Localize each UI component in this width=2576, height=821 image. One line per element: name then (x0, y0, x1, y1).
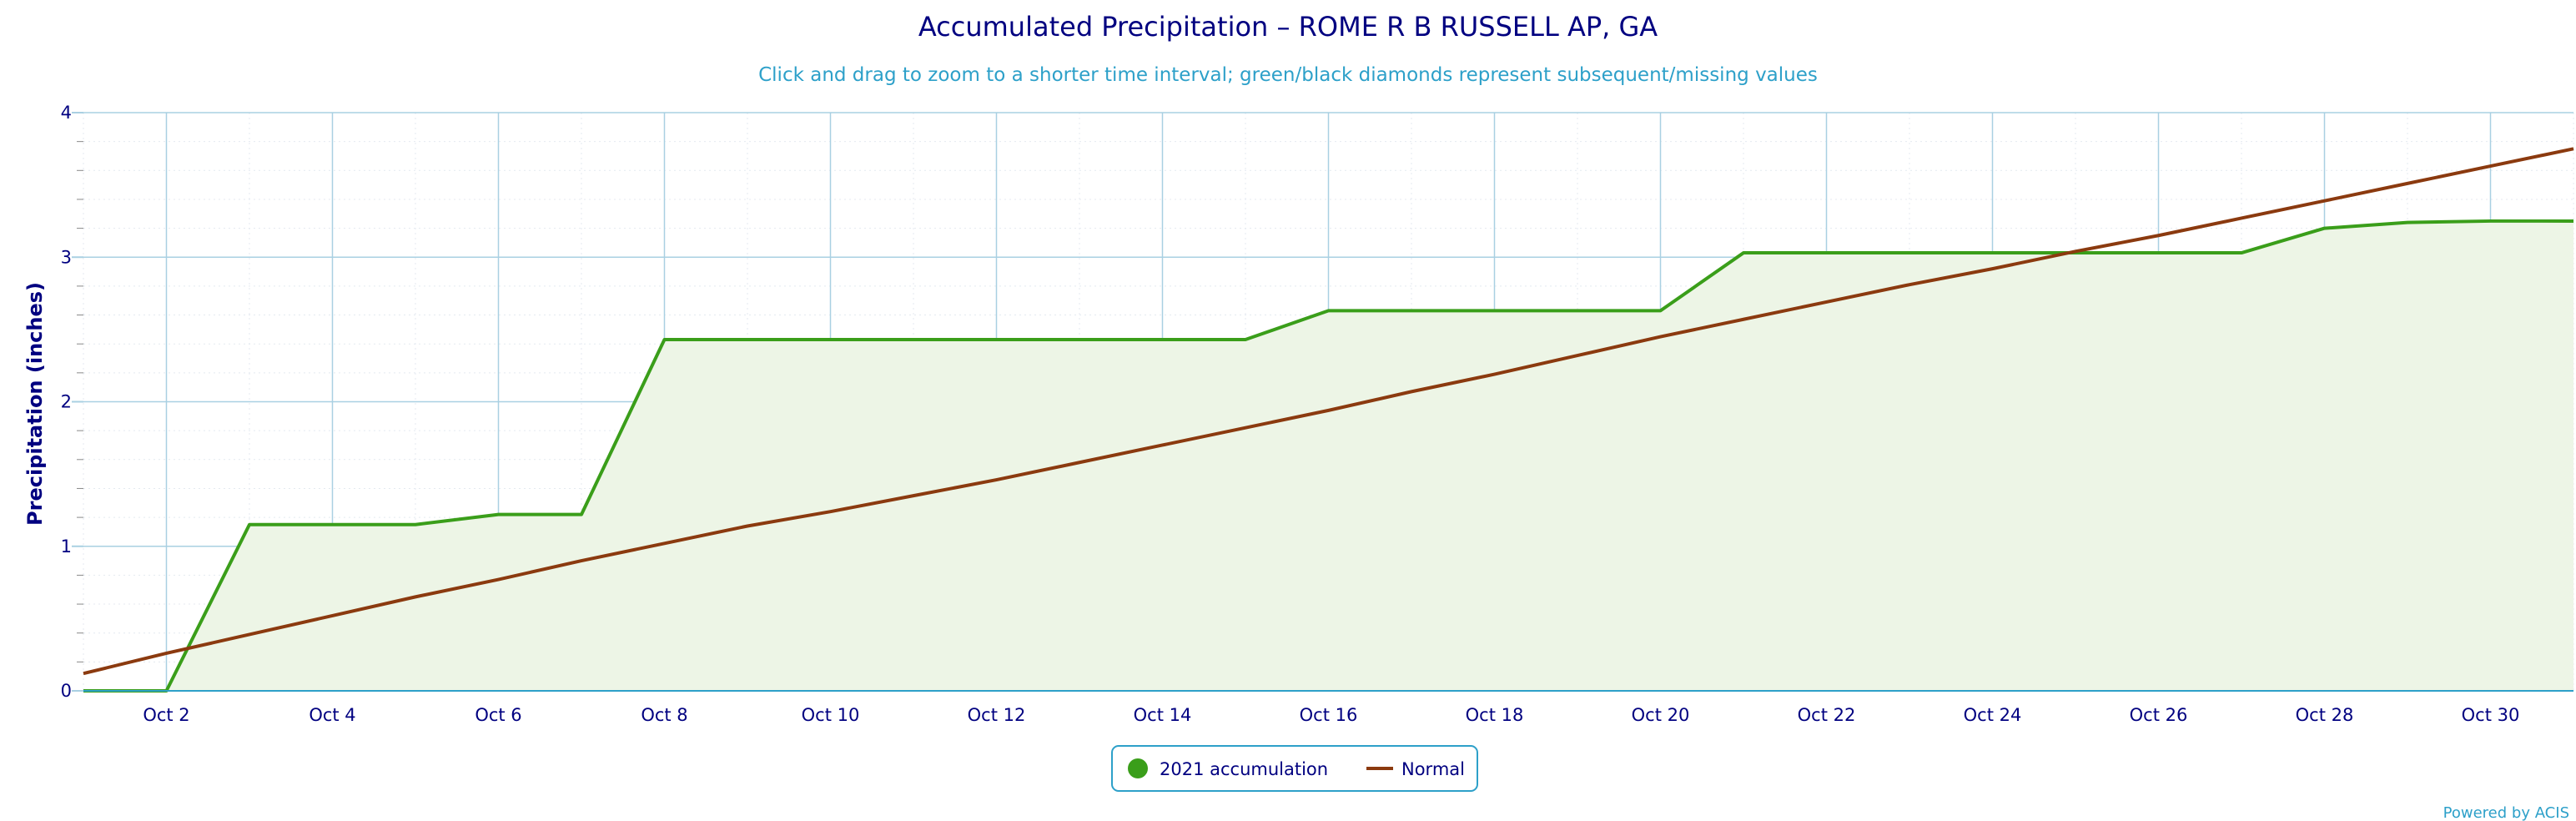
data-point (2571, 146, 2576, 151)
data-point (2156, 250, 2161, 255)
x-tick-labels: Oct 2 Oct 4 Oct 6 Oct 8 Oct 10 Oct 12 Oct 14 Oc… (143, 705, 2519, 725)
data-point (1243, 337, 1248, 342)
accumulation-area (83, 220, 2573, 691)
data-point (828, 509, 833, 514)
data-point (662, 541, 667, 546)
data-point (1575, 308, 1580, 313)
data-point (745, 523, 750, 528)
data-point (1492, 308, 1497, 313)
data-point (1409, 389, 1414, 394)
powered-by-credit[interactable]: Powered by ACIS (2443, 804, 2569, 821)
data-point (1990, 266, 1995, 271)
data-point (1409, 308, 1414, 313)
data-point (1492, 372, 1497, 377)
data-point (1160, 337, 1165, 342)
x-tick-label: Oct 22 (1798, 705, 1856, 725)
data-point (662, 337, 667, 342)
series-lines[interactable] (81, 146, 2576, 693)
data-point (2571, 219, 2576, 224)
data-point (164, 651, 169, 656)
legend[interactable]: 2021 accumulation Normal (1111, 745, 1478, 792)
data-point (911, 337, 916, 342)
legend-label-normal: Normal (1401, 759, 1465, 779)
x-tick-label: Oct 30 (2462, 705, 2520, 725)
data-point (1243, 426, 1248, 431)
data-point (2322, 226, 2327, 231)
x-tick-label: Oct 24 (1964, 705, 2022, 725)
data-point (81, 671, 86, 676)
data-point (413, 594, 418, 599)
y-tick-label: 3 (61, 247, 72, 267)
x-tick-label: Oct 4 (309, 705, 355, 725)
data-point (1077, 337, 1082, 342)
x-tick-label: Oct 6 (475, 705, 521, 725)
y-tick-label: 1 (61, 536, 72, 557)
data-point (1077, 460, 1082, 465)
data-point (1658, 308, 1663, 313)
data-point (1326, 408, 1331, 413)
x-tick-label: Oct 18 (1466, 705, 1524, 725)
data-point (1658, 335, 1663, 340)
y-tick-labels: 0 1 2 3 4 (61, 103, 72, 701)
data-point (2405, 181, 2410, 186)
data-point (745, 337, 750, 342)
data-point (1824, 250, 1829, 255)
x-tick-label: Oct 28 (2296, 705, 2354, 725)
data-point (1741, 250, 1746, 255)
data-point (2073, 249, 2078, 254)
data-point (330, 522, 335, 527)
x-tick-label: Oct 14 (1134, 705, 1192, 725)
x-tick-label: Oct 16 (1300, 705, 1358, 725)
data-point (413, 522, 418, 527)
y-tick-label: 2 (61, 392, 72, 412)
data-point (1990, 250, 1995, 255)
data-point (2156, 233, 2161, 238)
y-tick-label: 4 (61, 103, 72, 123)
data-point (496, 577, 501, 582)
axes (72, 112, 2573, 692)
x-tick-label: Oct 12 (968, 705, 1026, 725)
chart-subtitle: Click and drag to zoom to a shorter time… (758, 64, 1818, 86)
series-line-normal[interactable] (83, 147, 2574, 676)
data-point (994, 337, 999, 342)
legend-item-normal[interactable]: Normal (1366, 759, 1465, 779)
y-tick-label: 0 (61, 681, 72, 701)
legend-label-accumulation: 2021 accumulation (1160, 759, 1328, 779)
data-point (1907, 250, 1912, 255)
x-tick-label: Oct 2 (143, 705, 189, 725)
y-axis-label: Precipitation (inches) (23, 282, 47, 526)
series-line-accumulation[interactable] (83, 219, 2573, 693)
legend-box (1111, 745, 1478, 792)
data-point (247, 522, 252, 527)
data-point (1160, 442, 1165, 447)
data-point (911, 493, 916, 498)
data-point (2488, 219, 2493, 224)
x-tick-label: Oct 20 (1632, 705, 1690, 725)
x-tick-label: Oct 8 (641, 705, 687, 725)
chart-title: Accumulated Precipitation – ROME R B RUS… (918, 11, 1658, 43)
data-point (994, 477, 999, 482)
data-point (2239, 250, 2244, 255)
data-point (247, 632, 252, 637)
data-point (1824, 300, 1829, 305)
legend-item-accumulation[interactable]: 2021 accumulation (1128, 758, 1328, 779)
data-point (1326, 308, 1331, 313)
accumulation-area-fill (83, 220, 2573, 691)
data-point (1575, 353, 1580, 358)
data-point (579, 558, 584, 563)
data-point (1907, 282, 1912, 287)
data-point (2322, 199, 2327, 204)
data-point (579, 512, 584, 517)
data-point (2405, 220, 2410, 225)
data-point (496, 512, 501, 517)
data-point (828, 337, 833, 342)
x-tick-label: Oct 26 (2130, 705, 2188, 725)
data-point (2488, 164, 2493, 169)
data-point (1741, 317, 1746, 322)
x-tick-label: Oct 10 (802, 705, 860, 725)
data-point (2239, 215, 2244, 220)
data-point (330, 613, 335, 618)
legend-marker-accumulation (1128, 758, 1148, 778)
